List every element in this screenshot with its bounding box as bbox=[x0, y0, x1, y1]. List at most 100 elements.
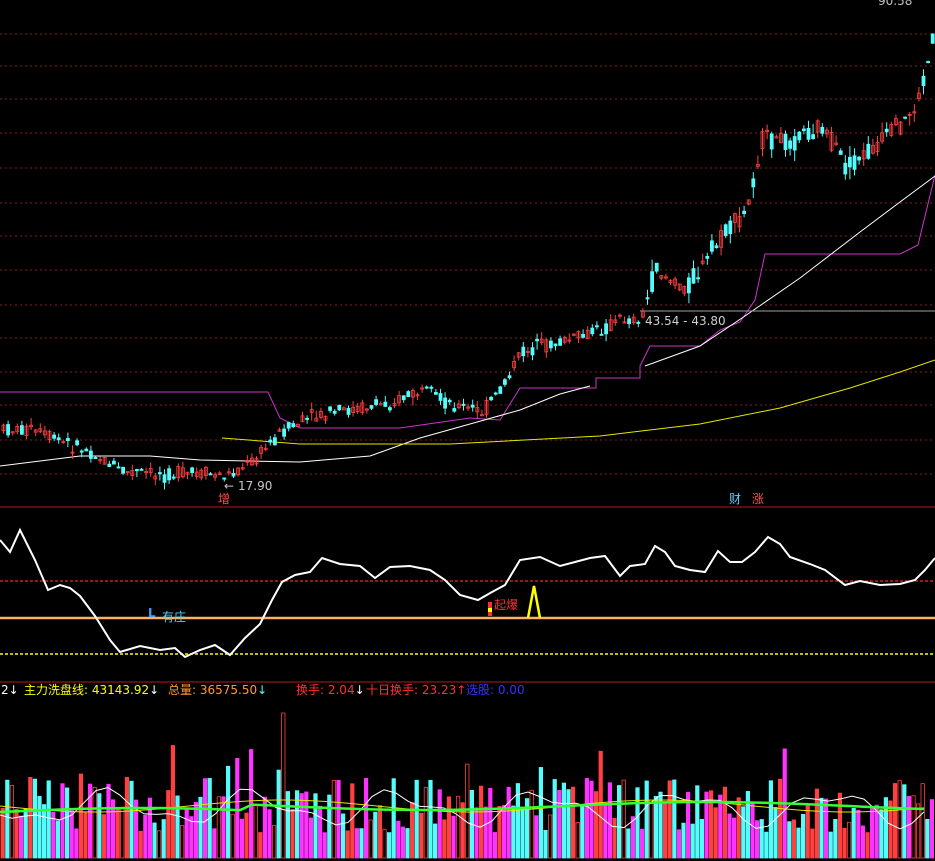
volume-bar bbox=[294, 790, 300, 859]
candle-body bbox=[627, 318, 631, 325]
volume-bar bbox=[189, 816, 194, 859]
volume-bar bbox=[386, 832, 392, 859]
candle-body bbox=[664, 276, 668, 279]
candle-body bbox=[728, 220, 733, 235]
volume-bar bbox=[363, 778, 369, 859]
candle-body bbox=[930, 33, 935, 44]
candle-body bbox=[47, 431, 52, 440]
volume-bar bbox=[874, 804, 879, 859]
candle-body bbox=[134, 469, 139, 472]
candle-body bbox=[760, 131, 765, 149]
candle-body bbox=[305, 417, 310, 420]
volume-bar bbox=[911, 795, 916, 859]
volume-bar bbox=[640, 828, 645, 859]
volume-bar bbox=[805, 804, 810, 859]
candle-body bbox=[585, 329, 590, 340]
candle-body bbox=[829, 132, 834, 151]
volume-bar bbox=[400, 826, 406, 859]
volume-bar bbox=[778, 778, 783, 859]
volume-bar bbox=[667, 780, 672, 859]
signal-L-glyph: L bbox=[148, 606, 156, 620]
candle-body bbox=[1, 424, 6, 432]
signal-qibao: 起爆 bbox=[494, 598, 518, 612]
candle-body bbox=[894, 118, 898, 125]
candle-body bbox=[226, 471, 231, 474]
candle-body bbox=[38, 428, 43, 433]
legend-item-wash-line: 主力洗盘线: 43143.92↓ bbox=[24, 682, 159, 697]
volume-bar bbox=[847, 821, 852, 859]
volume-bar bbox=[575, 822, 580, 859]
candle-body bbox=[668, 279, 673, 284]
candle-body bbox=[834, 142, 838, 145]
candle-body bbox=[153, 475, 158, 480]
volume-bar bbox=[354, 828, 360, 859]
candle-body bbox=[613, 319, 618, 324]
candle-body bbox=[608, 319, 613, 332]
candle-body bbox=[756, 164, 760, 167]
volume-bar bbox=[175, 795, 180, 859]
candle-body bbox=[231, 472, 236, 477]
candle-body bbox=[848, 156, 852, 168]
candle-body bbox=[705, 255, 710, 259]
volume-bar bbox=[396, 820, 401, 859]
candle-body bbox=[410, 389, 415, 398]
candle-body bbox=[562, 336, 567, 343]
candle-body bbox=[898, 121, 903, 135]
candle-body bbox=[553, 343, 558, 347]
volume-bar bbox=[419, 812, 424, 859]
volume-bar bbox=[686, 791, 691, 859]
volume-bar bbox=[511, 805, 516, 859]
volume-bar bbox=[603, 805, 608, 859]
volume-bar bbox=[313, 793, 318, 859]
volume-bar bbox=[350, 783, 355, 859]
candle-body bbox=[489, 396, 494, 401]
candle-body bbox=[604, 323, 608, 335]
candle-body bbox=[208, 473, 213, 476]
candle-body bbox=[461, 403, 466, 406]
candle-body bbox=[719, 230, 723, 248]
candle-body bbox=[332, 410, 337, 414]
candle-body bbox=[185, 471, 190, 475]
candle-body bbox=[438, 393, 443, 401]
volume-bar bbox=[552, 779, 557, 859]
volume-bar bbox=[336, 779, 341, 859]
candle-body bbox=[383, 401, 388, 407]
volume-averages bbox=[0, 786, 925, 830]
candle-body bbox=[650, 271, 654, 292]
candle-body bbox=[194, 471, 199, 477]
volume-bar bbox=[5, 779, 10, 859]
upper-band-line bbox=[0, 174, 935, 429]
volume-bar bbox=[925, 818, 930, 859]
candle-body bbox=[479, 414, 484, 417]
candle-body bbox=[797, 131, 802, 141]
candle-body bbox=[631, 316, 636, 323]
volume-bar bbox=[690, 823, 695, 859]
volume-bar bbox=[317, 805, 323, 859]
volume-bar bbox=[810, 828, 815, 859]
volume-bar bbox=[796, 827, 801, 859]
volume-bar bbox=[97, 793, 102, 859]
candle-body bbox=[10, 431, 15, 434]
volume-bar bbox=[428, 779, 433, 859]
volume-bar bbox=[83, 811, 88, 859]
volume-bar bbox=[916, 803, 921, 859]
volume-bar bbox=[359, 828, 364, 859]
legend-item-stock-pick: 选股: 0.00 bbox=[466, 683, 525, 697]
volume-bar bbox=[764, 831, 769, 859]
candle-body bbox=[323, 415, 328, 421]
volume-bar bbox=[483, 806, 488, 859]
candle-body bbox=[15, 426, 20, 433]
candle-body bbox=[521, 346, 526, 357]
candle-body bbox=[512, 361, 516, 369]
osc-spike bbox=[526, 585, 542, 619]
volume-bar bbox=[612, 817, 617, 859]
price-grid bbox=[0, 33, 935, 683]
volume-bar bbox=[253, 803, 258, 859]
candle-body bbox=[282, 428, 287, 437]
candle-body bbox=[751, 178, 756, 188]
candle-body bbox=[558, 338, 562, 346]
candle-body bbox=[857, 156, 861, 161]
volume-bar bbox=[548, 814, 553, 859]
candle-body bbox=[746, 199, 751, 205]
